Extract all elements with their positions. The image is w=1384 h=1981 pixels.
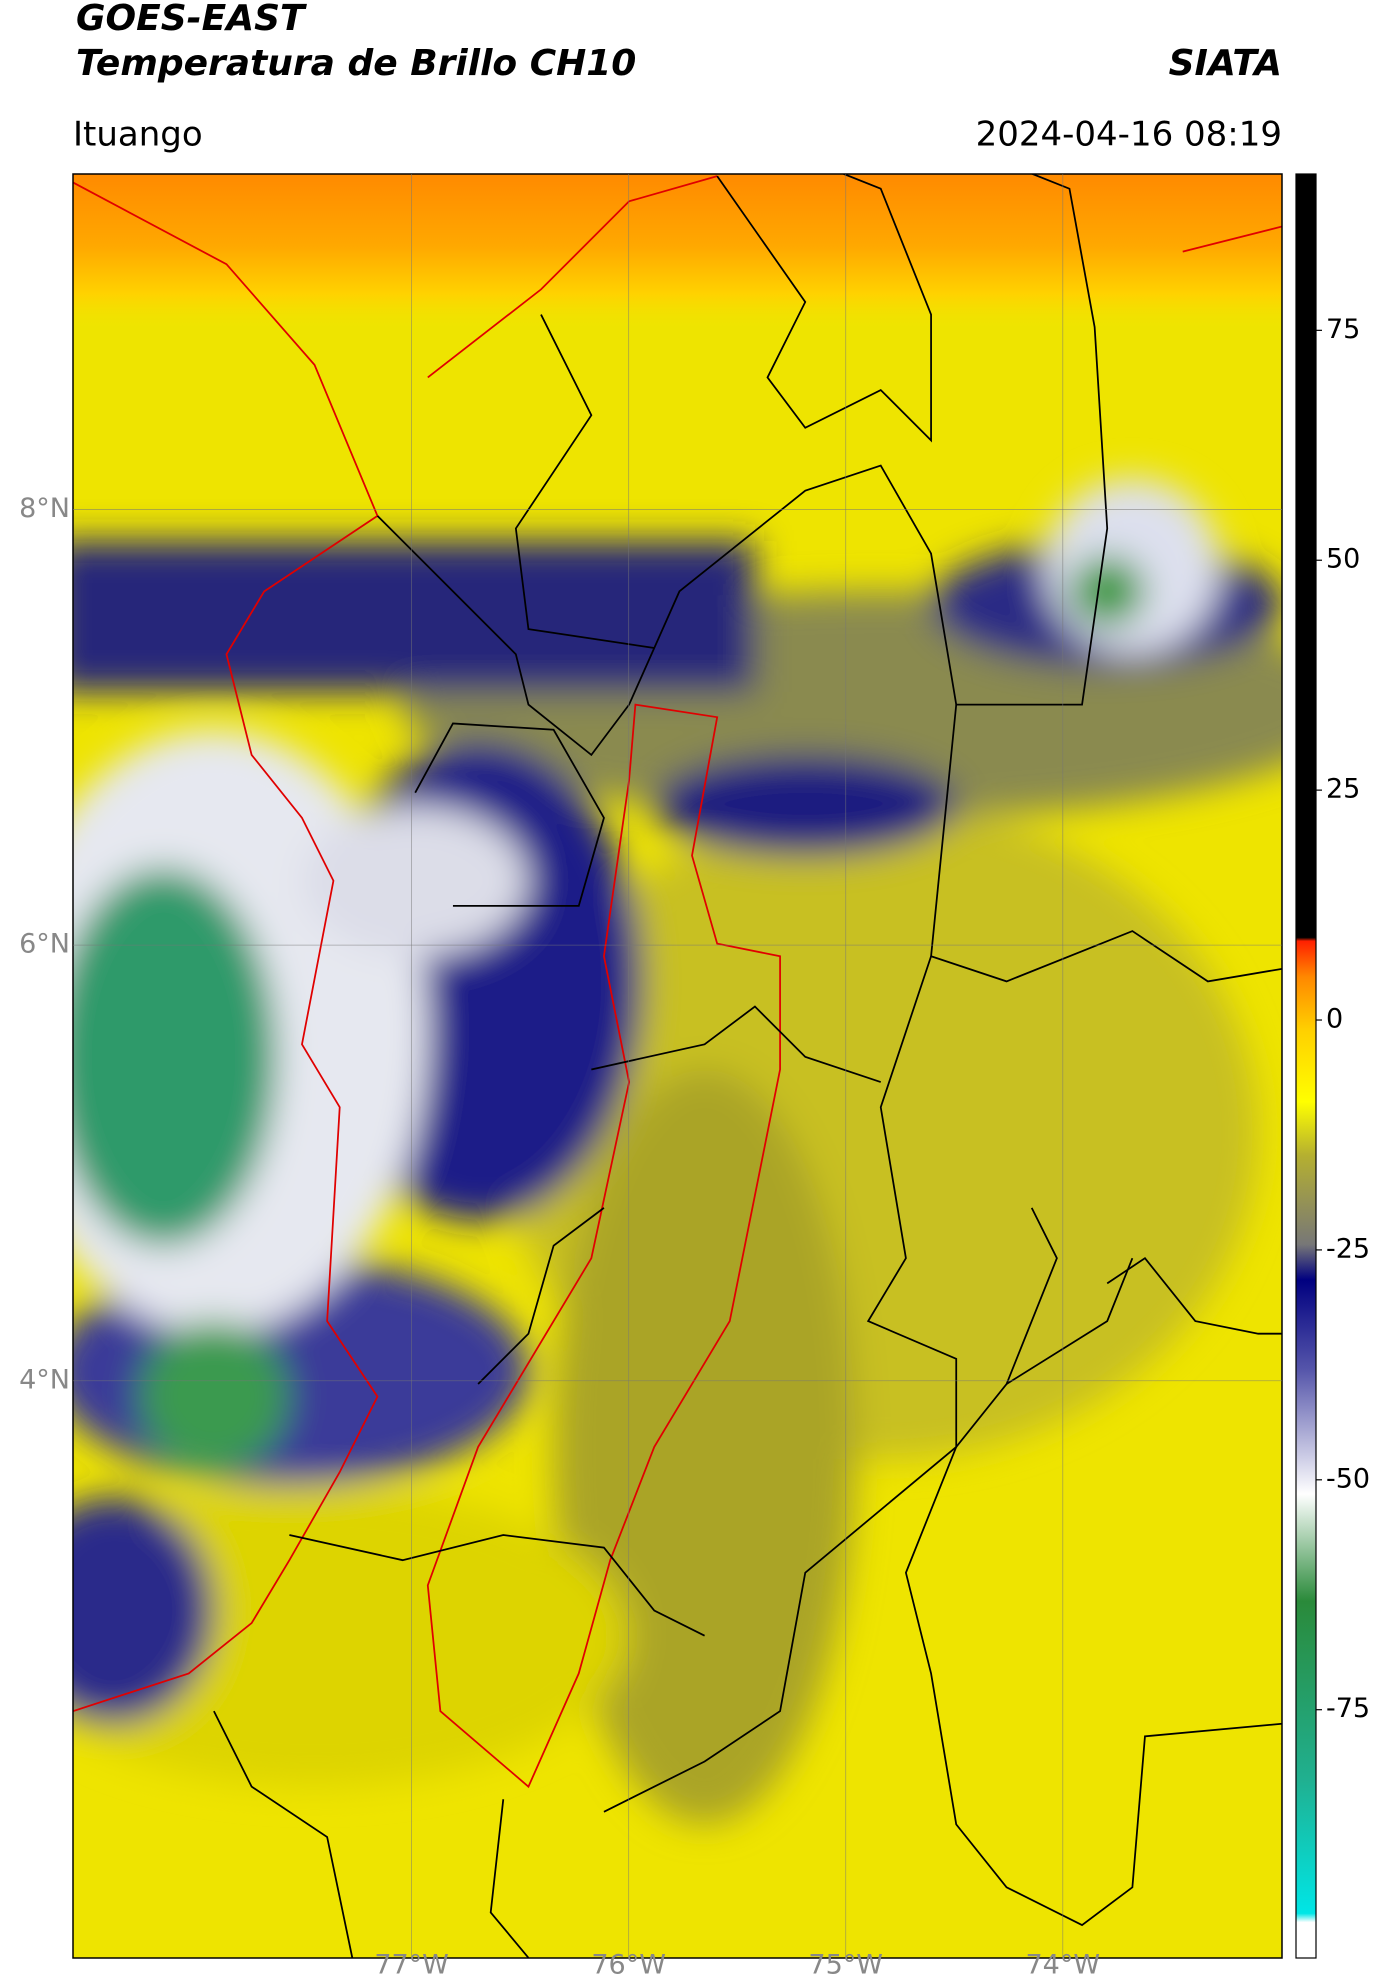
location: Ituango bbox=[73, 115, 203, 155]
x-tick-label: 74°W bbox=[1025, 1950, 1100, 1981]
map-frame bbox=[72, 173, 1283, 1959]
x-tick-label: 75°W bbox=[808, 1950, 883, 1981]
colorbar-tick-label: 0 bbox=[1326, 1004, 1343, 1035]
colorbar-tick-label: -50 bbox=[1326, 1463, 1370, 1494]
colorbar-tick-label: 25 bbox=[1326, 774, 1360, 805]
colorbar-tick-label: -25 bbox=[1326, 1233, 1370, 1264]
y-tick-label: 6°N bbox=[19, 929, 70, 960]
datetime: 2024-04-16 08:19 bbox=[976, 115, 1282, 155]
x-tick-label: 76°W bbox=[591, 1950, 666, 1981]
x-tick-label: 77°W bbox=[374, 1950, 449, 1981]
title: GOES-EAST bbox=[76, 0, 307, 39]
colorbar bbox=[1295, 173, 1317, 1959]
subtitle: Temperatura de Brillo CH10 bbox=[76, 43, 636, 84]
brand: SIATA bbox=[1169, 43, 1282, 84]
colorbar-tick-label: -75 bbox=[1326, 1693, 1370, 1724]
y-tick-label: 4°N bbox=[19, 1364, 70, 1395]
colorbar-tick-label: 50 bbox=[1326, 544, 1360, 575]
y-tick-label: 8°N bbox=[19, 493, 70, 524]
colorbar-tick-label: 75 bbox=[1326, 314, 1360, 345]
satellite-image bbox=[73, 174, 1282, 1958]
